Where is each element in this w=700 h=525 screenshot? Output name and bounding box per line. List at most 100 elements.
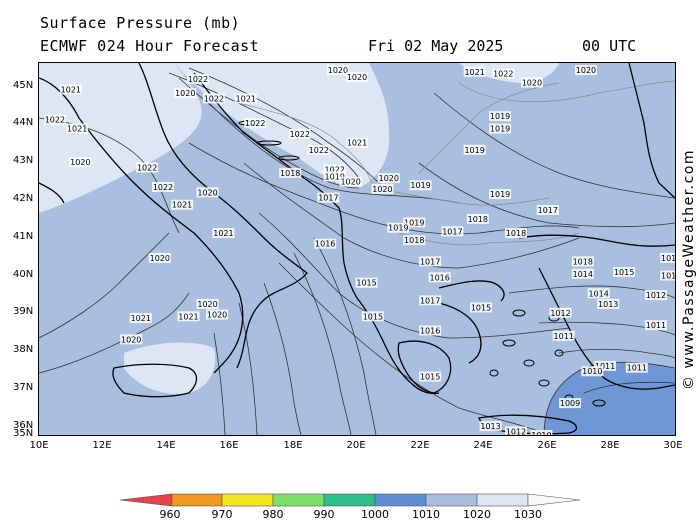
pressure-label: 1009 bbox=[560, 399, 580, 408]
pressure-label-bg bbox=[479, 421, 502, 432]
isobar-ionian-1 bbox=[263, 282, 302, 435]
lat-label-41n: 41N bbox=[13, 231, 34, 242]
pressure-label: 1017 bbox=[420, 257, 440, 266]
pressure-label-bg bbox=[148, 252, 171, 263]
high-pressure-region-north bbox=[174, 63, 390, 188]
pressure-label-bg bbox=[129, 313, 152, 324]
pressure-label-bg bbox=[466, 213, 489, 224]
pressure-label-bg bbox=[419, 256, 442, 267]
colorbar-label-970: 970 bbox=[211, 508, 233, 521]
isobar-1021-balkan bbox=[188, 67, 385, 189]
pressure-label: 1020 bbox=[175, 89, 195, 98]
pressure-label-bg bbox=[244, 118, 267, 129]
isobar-1022-north bbox=[168, 72, 360, 179]
pressure-label: 1017 bbox=[442, 227, 462, 236]
pressure-value-labels: 1021102210211020102210221022102210221021… bbox=[43, 65, 675, 435]
pressure-label-bg bbox=[377, 173, 400, 184]
pressure-label: 1020 bbox=[150, 254, 170, 263]
pressure-label-bg bbox=[644, 290, 667, 301]
pressure-label: 1015 bbox=[363, 312, 383, 321]
pressure-label: 1021 bbox=[213, 229, 233, 238]
copyright-credit: © www.PassageWeather.com bbox=[681, 148, 697, 390]
pressure-label-bg bbox=[387, 222, 410, 233]
pressure-label-bg bbox=[307, 144, 330, 155]
pressure-label-bg bbox=[470, 302, 493, 313]
pressure-label: 1022 bbox=[493, 70, 513, 79]
pressure-label-bg bbox=[428, 272, 451, 283]
pressure-label-bg bbox=[323, 164, 346, 175]
pressure-label: 1020 bbox=[121, 335, 141, 344]
pressure-label: 1015 bbox=[420, 373, 440, 382]
coast-albania bbox=[338, 207, 358, 299]
pressure-label-bg bbox=[571, 256, 594, 267]
lat-label-42n: 42N bbox=[13, 193, 34, 204]
map-title: Surface Pressure (mb) bbox=[40, 14, 241, 32]
lat-label-39n: 39N bbox=[13, 306, 34, 317]
pressure-label: 1016 bbox=[315, 240, 335, 249]
pressure-label-bg bbox=[152, 182, 175, 192]
lon-label-26e: 26E bbox=[537, 440, 557, 451]
pressure-label-bg bbox=[536, 205, 559, 216]
pressure-label: 1012 bbox=[646, 291, 666, 300]
pressure-label: 1019 bbox=[464, 146, 484, 155]
high-pressure-region-italy-south bbox=[124, 342, 216, 394]
pressure-label: 1020 bbox=[328, 66, 348, 75]
pressure-label: 1012 bbox=[506, 427, 526, 435]
pressure-label-bg bbox=[279, 167, 302, 178]
pressure-label-bg bbox=[66, 123, 89, 134]
pressure-label: 1021 bbox=[347, 139, 367, 148]
pressure-label-bg bbox=[206, 309, 229, 320]
isobar-1015-sweep bbox=[278, 262, 550, 435]
pressure-label: 1019 bbox=[404, 218, 424, 227]
model-run-label: ECMWF 024 Hour Forecast bbox=[40, 37, 260, 55]
pressure-label-bg bbox=[136, 162, 159, 173]
pressure-label: 1015 bbox=[356, 279, 376, 288]
pressure-label: 1022 bbox=[309, 146, 329, 155]
pressure-label: 1021 bbox=[178, 312, 198, 321]
lat-label-36n: 36N bbox=[13, 420, 34, 431]
lat-label-44n: 44N bbox=[13, 117, 34, 128]
pressure-label: 1015 bbox=[471, 303, 491, 312]
isobar-1019-balkan bbox=[208, 102, 460, 204]
isobar-adriatic-1 bbox=[293, 252, 352, 435]
pressure-label: 1020 bbox=[207, 311, 227, 320]
lon-label-12e: 12E bbox=[92, 440, 112, 451]
forecast-date: Fri 02 May 2025 bbox=[368, 37, 504, 55]
pressure-label: 1012 bbox=[550, 309, 570, 318]
pressure-label: 1022 bbox=[188, 75, 208, 84]
pressure-label: 1021 bbox=[172, 201, 192, 210]
isobar-1016-sweep bbox=[258, 212, 570, 339]
pressure-label-bg bbox=[549, 307, 572, 318]
forecast-time: 00 UTC bbox=[582, 37, 637, 55]
pressure-label: 1011 bbox=[554, 332, 574, 341]
pressure-label-bg bbox=[419, 325, 442, 336]
pressure-label: 1018 bbox=[404, 236, 424, 245]
pressure-label-bg bbox=[571, 268, 594, 279]
pressure-label: 1019 bbox=[490, 125, 510, 134]
pressure-label-bg bbox=[492, 68, 515, 79]
pressure-label-bg bbox=[660, 252, 675, 263]
pressure-label-bg bbox=[463, 144, 486, 155]
pressure-label-bg bbox=[346, 72, 368, 83]
pressure-label: 1022 bbox=[45, 116, 65, 125]
pressure-label: 1013 bbox=[480, 422, 500, 431]
coast-turkey-aegean bbox=[538, 267, 675, 390]
lon-label-20e: 20E bbox=[346, 440, 366, 451]
pressure-label-bg bbox=[489, 111, 512, 122]
pressure-label-bg bbox=[120, 334, 143, 345]
pressure-label: 1020 bbox=[340, 178, 360, 187]
pressure-label-bg bbox=[187, 73, 209, 84]
border-balkans-2 bbox=[373, 187, 550, 206]
pressure-map[interactable]: 1021 1022 1021 1020 1022 1022 1022 1022 1022 1021… bbox=[38, 62, 676, 436]
pressure-label-bg bbox=[660, 270, 675, 281]
pressure-label-bg bbox=[339, 176, 362, 187]
lon-label-14e: 14E bbox=[156, 440, 176, 451]
pressure-label-bg bbox=[326, 65, 349, 76]
pressure-label: 1021 bbox=[464, 68, 484, 77]
pressure-colorbar bbox=[119, 493, 581, 507]
lon-label-10e: 10E bbox=[29, 440, 49, 451]
coast-marmara bbox=[518, 234, 675, 247]
pressure-label: 1019 bbox=[325, 172, 345, 181]
coast-italy-east bbox=[138, 63, 308, 369]
pressure-label: 1018 bbox=[506, 229, 526, 238]
